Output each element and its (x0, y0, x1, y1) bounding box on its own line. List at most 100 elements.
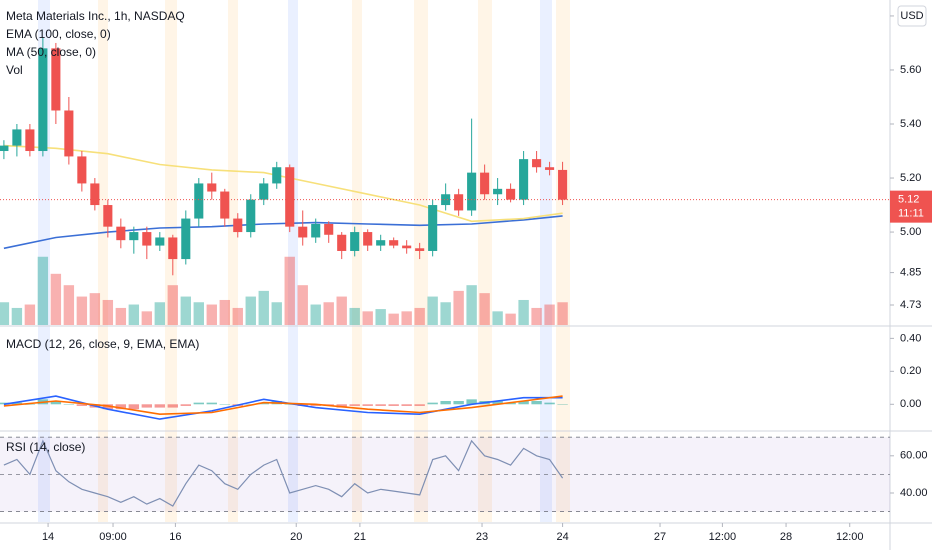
histogram-bar (518, 400, 529, 405)
volume-bar (24, 304, 36, 325)
histogram-bar (492, 400, 503, 405)
candle-body (454, 194, 464, 211)
candle-body (246, 199, 256, 233)
volume-bar (466, 285, 477, 325)
histogram-bar (557, 404, 568, 405)
candle-body (181, 218, 191, 260)
x-tick-label: 12:00 (836, 531, 864, 543)
candle-body (298, 226, 308, 238)
volume-bar (76, 296, 88, 325)
histogram-bar (128, 404, 140, 410)
x-tick-label: 27 (654, 531, 666, 543)
x-tick-label: 20 (290, 531, 302, 543)
volume-bar (258, 290, 269, 325)
session-band (478, 0, 492, 522)
candle-body (129, 232, 139, 241)
candle-body (337, 234, 347, 251)
pane-title: RSI (14, close) (6, 440, 85, 454)
countdown-label: 11:11 (898, 208, 924, 220)
histogram-bar (24, 404, 36, 405)
histogram-bar (63, 404, 75, 405)
histogram-bar (102, 404, 114, 410)
volume-bar (63, 285, 75, 325)
candle-body (402, 245, 412, 249)
x-tick-label: 23 (476, 531, 488, 543)
session-band (228, 0, 238, 522)
candle-body (38, 48, 48, 152)
volume-bar (232, 307, 243, 325)
histogram-bar (531, 400, 542, 405)
candle-body (155, 237, 165, 246)
volume-bar (50, 273, 62, 325)
volume-bar (167, 285, 178, 325)
candle-body (103, 205, 113, 227)
volume-bar (349, 307, 360, 325)
histogram-bar (336, 404, 347, 408)
volume-bar (505, 313, 516, 325)
candle-body (259, 183, 269, 200)
volume-bar (128, 304, 140, 325)
last-price-label: 5.12 (898, 194, 919, 206)
band-fill (0, 437, 890, 512)
last-price-box (890, 190, 932, 223)
histogram-bar (505, 402, 516, 405)
y-tick-label: 5.00 (900, 226, 921, 238)
y-tick-label: 0.40 (900, 332, 921, 344)
y-tick-label: 60.00 (900, 450, 928, 462)
volume-bar (518, 299, 529, 325)
session-band (98, 0, 108, 522)
legend-entry: MA (50, close, 0) (6, 45, 96, 59)
y-tick-label: 5.60 (900, 64, 921, 76)
candle-body (207, 183, 217, 192)
volume-bar (557, 302, 568, 325)
volume-bar (115, 307, 127, 325)
plots: 4.734.855.005.205.405.605.805.1211:110.0… (0, 10, 932, 543)
candle-body (272, 167, 282, 184)
candle-body (532, 159, 542, 168)
histogram-bar (466, 399, 477, 405)
x-tick-label: 21 (354, 531, 366, 543)
volume-bar (427, 296, 438, 325)
y-tick-label: 0.00 (900, 398, 921, 410)
candle-body (311, 223, 321, 238)
histogram-bar (76, 404, 88, 406)
legend-entry: Vol (6, 63, 23, 77)
volume-bar (37, 256, 49, 325)
histogram-bar (440, 400, 451, 405)
candle-body (480, 172, 490, 195)
volume-bar (440, 302, 451, 325)
volume-bar (89, 293, 101, 325)
histogram-bar (453, 400, 464, 405)
candle-body (467, 172, 477, 211)
histogram-bar (258, 402, 269, 405)
volume-bar (245, 296, 256, 325)
histogram-bar (154, 404, 166, 408)
candle-body (168, 237, 178, 260)
volume-bar (375, 309, 386, 325)
volume-bar (323, 302, 334, 325)
session-band (288, 0, 298, 522)
x-tick-label: 16 (169, 531, 181, 543)
session-band (540, 0, 552, 522)
histogram-bar (180, 404, 191, 406)
volume-bar (414, 307, 425, 325)
histogram-bar (362, 404, 373, 406)
volume-bar (284, 256, 295, 325)
histogram-bar (284, 404, 295, 405)
currency[interactable]: USD (900, 10, 923, 22)
volume-bar (141, 311, 153, 325)
histogram-bar (427, 402, 438, 405)
session-band (165, 0, 177, 522)
rsi-line (3, 439, 564, 507)
y-tick-label: 0.20 (900, 365, 921, 377)
candle-body (389, 240, 399, 246)
histogram-bar (414, 404, 425, 406)
overlay: Meta Materials Inc., 1h, NASDAQ EMA (100… (6, 5, 927, 454)
volume-bar (271, 302, 282, 325)
currency-box[interactable] (897, 5, 927, 27)
volume-bar (219, 299, 230, 325)
candle-body (506, 188, 516, 200)
candle-body (116, 226, 126, 241)
histogram-bar (375, 404, 386, 406)
